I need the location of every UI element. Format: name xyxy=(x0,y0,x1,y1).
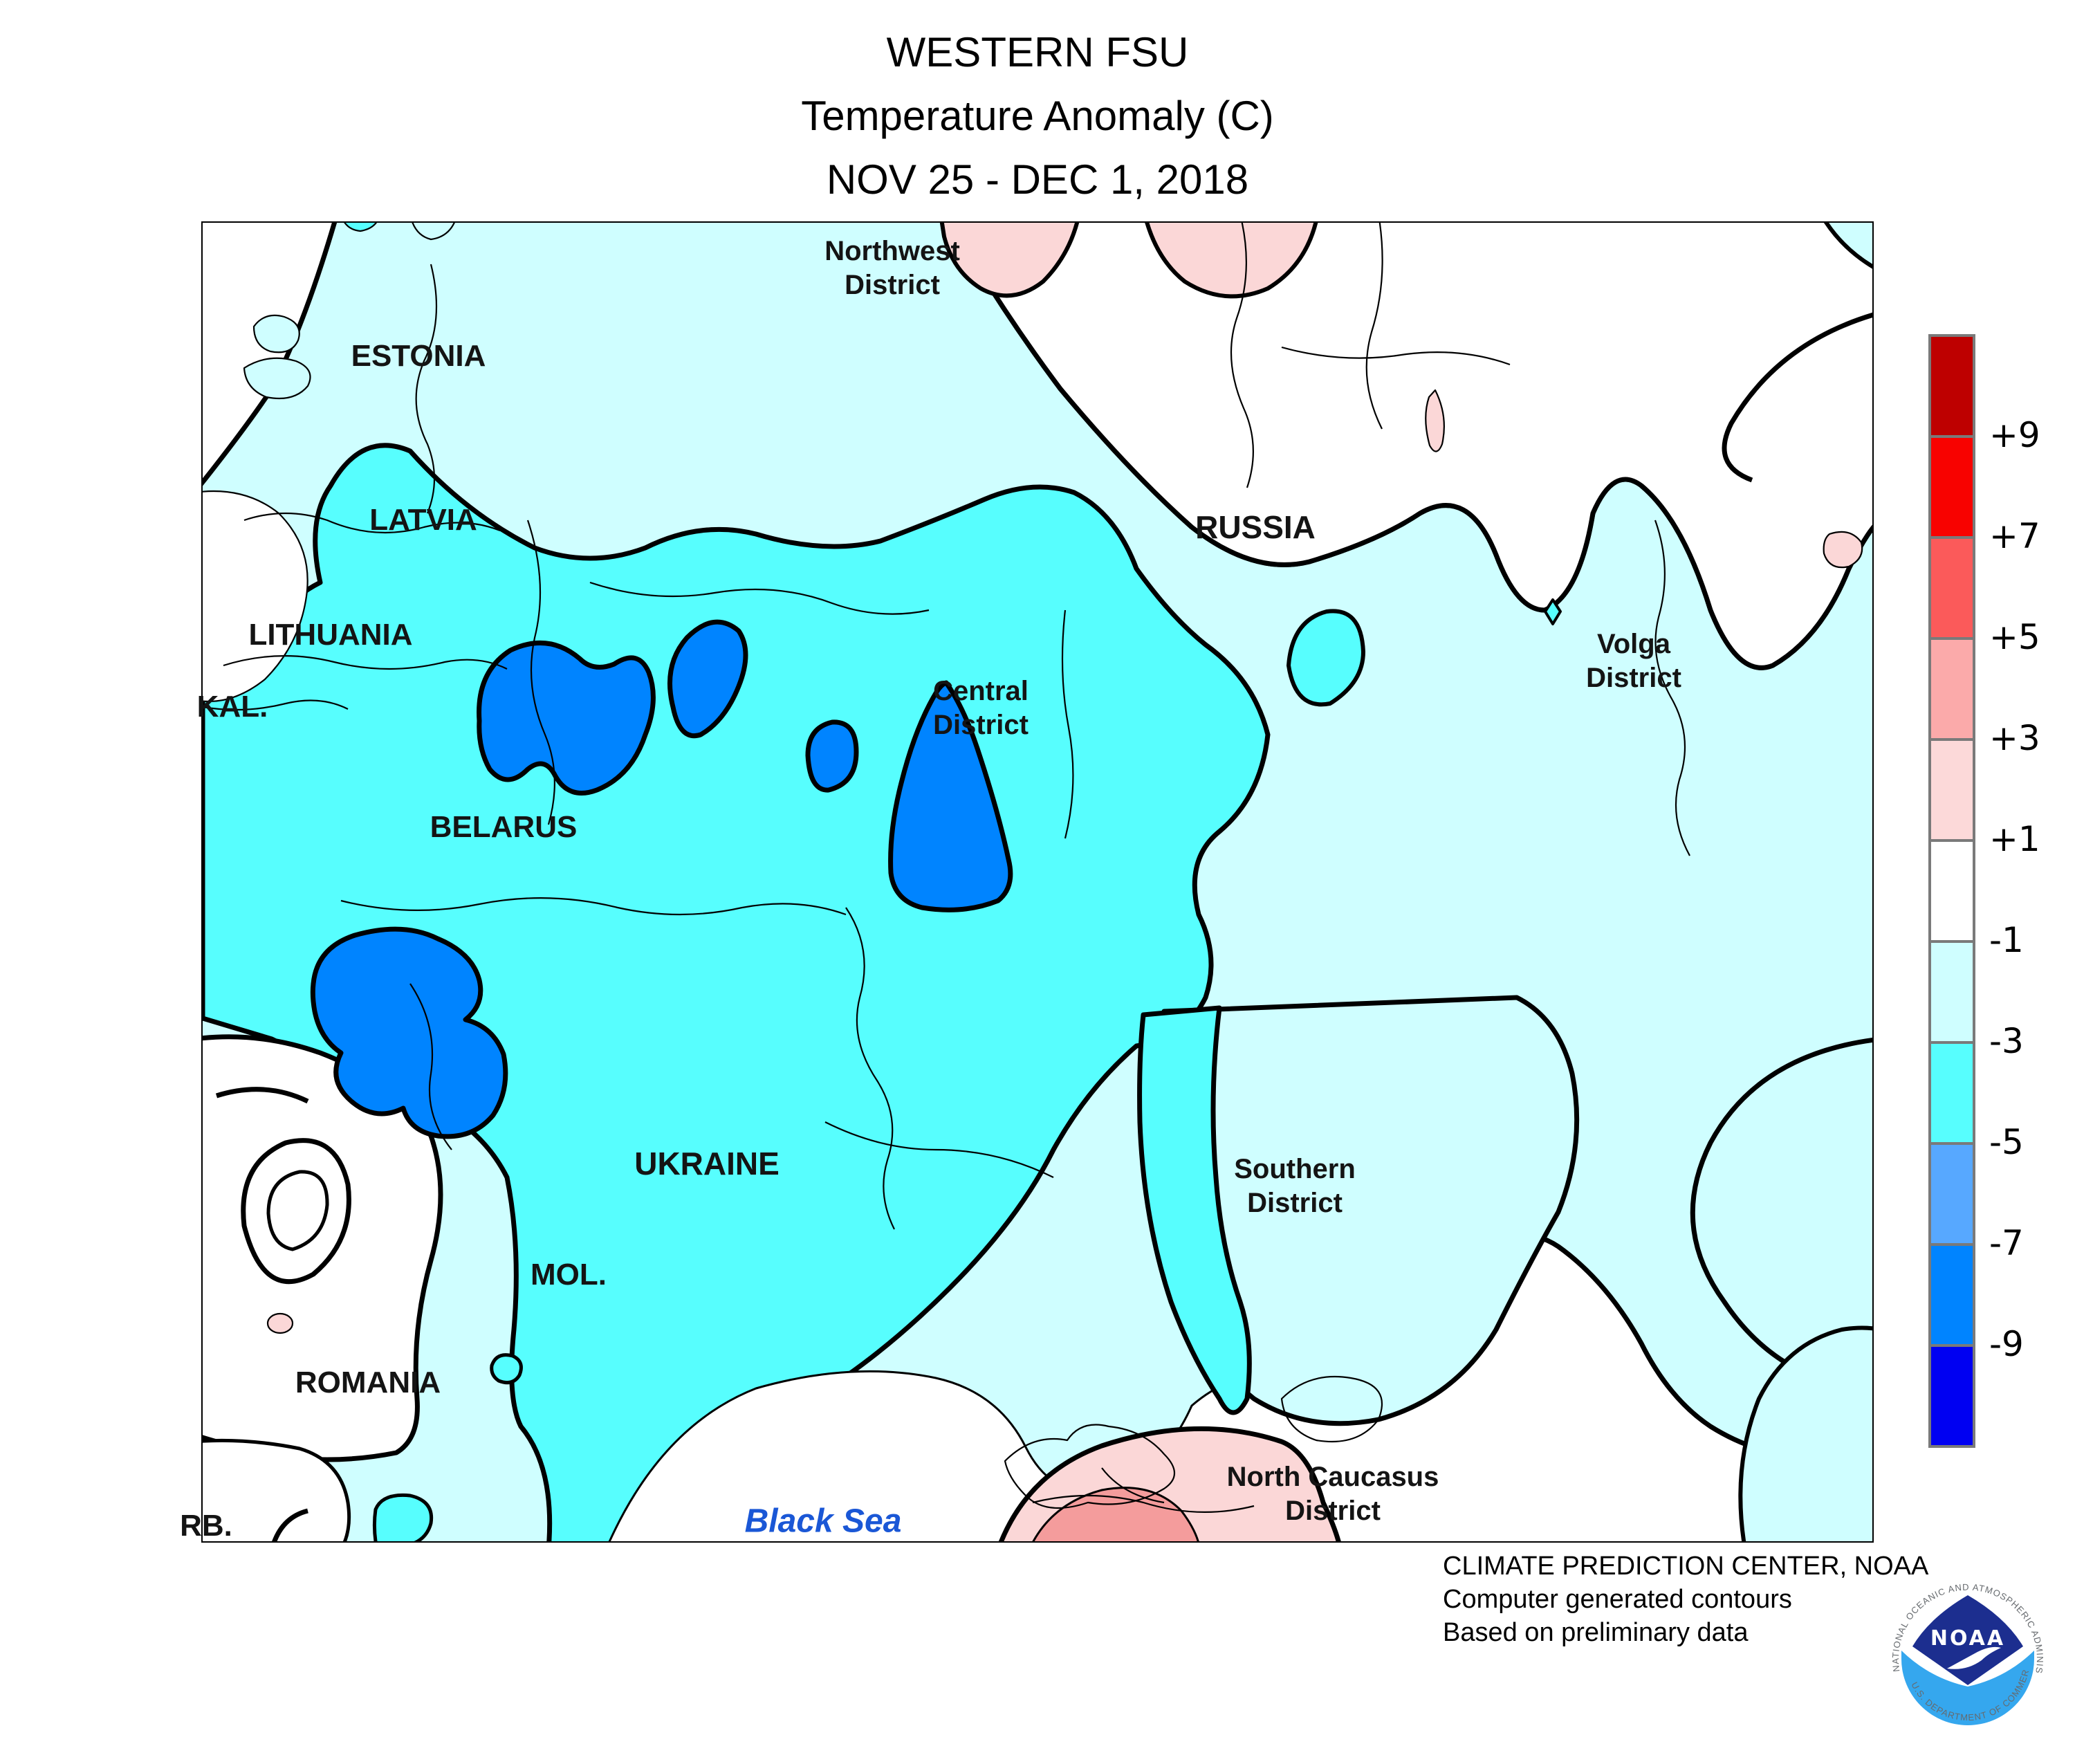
cold-core-small xyxy=(805,719,859,793)
map-label-northwest: Northwest District xyxy=(824,236,960,300)
noaa-logo: NOAA NATIONAL OCEANIC AND ATMOSPHERIC AD… xyxy=(1885,1576,2049,1740)
map-label-lithuania: LITHUANIA xyxy=(248,618,413,652)
credit-line-3: Based on preliminary data xyxy=(1443,1618,1749,1647)
region-cyan-diamond xyxy=(1544,598,1562,625)
colorbar-tick-+1: +1 xyxy=(1989,819,2040,859)
map-label-black-sea: Black Sea xyxy=(744,1503,902,1540)
map-label-volga: Volga District xyxy=(1586,629,1681,693)
map-label-ukraine: UKRAINE xyxy=(634,1145,780,1182)
colorbar-tick--1: -1 xyxy=(1989,920,2024,960)
colorbar-tick-+7: +7 xyxy=(1989,516,2040,556)
map-label-kal: KAL. xyxy=(196,690,268,724)
colorbar-cell-3 xyxy=(1928,637,1975,741)
island-hiiumaa xyxy=(252,314,300,353)
contour-southwest-arc xyxy=(272,1508,308,1541)
logo-globe-navy xyxy=(1912,1595,2023,1685)
logo-gull xyxy=(1947,1646,2001,1669)
colorbar-tick--3: -3 xyxy=(1989,1021,2024,1061)
region-white-northeast xyxy=(948,223,1872,670)
colorbar-cell-0 xyxy=(1928,334,1975,438)
region-pink-speck-romania xyxy=(266,1312,294,1334)
map-label-rb: RB. xyxy=(180,1509,232,1543)
region-pink-sliver xyxy=(1425,389,1445,452)
colorbar-cell-5 xyxy=(1928,839,1975,943)
region-gulf-of-riga xyxy=(203,490,308,703)
region-corner-southeast xyxy=(1738,1325,1872,1541)
title-line-region: WESTERN FSU xyxy=(886,29,1189,75)
credit-text: CLIMATE PREDICTION CENTER, NOAA Computer… xyxy=(1443,1550,1928,1649)
colorbar-cell-4 xyxy=(1928,738,1975,842)
title-line-dates: NOV 25 - DEC 1, 2018 xyxy=(826,156,1249,203)
anomaly-map xyxy=(203,223,1872,1541)
region-cyan-patch-southwest xyxy=(372,1493,434,1541)
contour-arc-northeast xyxy=(1722,312,1872,483)
logo-wave-sky xyxy=(1901,1651,2034,1725)
logo-wordmark: NOAA xyxy=(1930,1626,2005,1651)
contour-carpathian-ring-inner xyxy=(266,1170,329,1251)
region-pink-top-west xyxy=(939,223,1080,298)
cold-core-belarus xyxy=(477,641,656,796)
map-label-estonia: ESTONIA xyxy=(351,339,486,374)
region-white-southwest xyxy=(203,1438,351,1541)
contour-carpathian-arc xyxy=(215,1087,309,1104)
region-corner-sliver xyxy=(1823,223,1872,269)
island-gulf-finland-1 xyxy=(344,223,378,232)
contour-carpathian-ring xyxy=(241,1138,351,1285)
colorbar-tick-+5: +5 xyxy=(1989,617,2040,657)
title-line-variable: Temperature Anomaly (C) xyxy=(801,93,1274,139)
region-cyan-main xyxy=(203,443,1271,1541)
colorbar-cell-7 xyxy=(1928,1041,1975,1145)
map-label-southern: Southern District xyxy=(1234,1154,1356,1218)
cold-core-smolensk xyxy=(667,619,748,738)
map-label-romania: ROMANIA xyxy=(295,1366,441,1400)
colorbar-legend: +9 +7 +5 +3 +1 -1 -3 -5 -7 -9 xyxy=(1928,334,2075,1469)
colorbar-cell-1 xyxy=(1928,435,1975,539)
region-pink-dot-east xyxy=(1823,531,1863,569)
colorbar-cell-10 xyxy=(1928,1344,1975,1448)
colorbar-tick--7: -7 xyxy=(1989,1223,2024,1263)
map-label-mol: MOL. xyxy=(531,1258,607,1292)
island-saaremaa xyxy=(243,357,311,400)
map-label-central: Central District xyxy=(933,676,1029,740)
colorbar-cell-8 xyxy=(1928,1142,1975,1246)
credit-line-2: Computer generated contours xyxy=(1443,1585,1792,1614)
political-boundaries xyxy=(203,223,1690,1513)
credit-line-1: CLIMATE PREDICTION CENTER, NOAA xyxy=(1443,1552,1929,1581)
island-gulf-finland-2 xyxy=(412,223,455,241)
cold-core-central xyxy=(888,680,1013,912)
colorbar-cell-9 xyxy=(1928,1243,1975,1347)
region-cyan-speck-romania xyxy=(490,1353,523,1385)
map-title: WESTERN FSU Temperature Anomaly (C) NOV … xyxy=(203,21,1872,212)
region-cyan-island xyxy=(1286,609,1365,707)
colorbar-tick--9: -9 xyxy=(1989,1324,2024,1364)
map-label-belarus: BELARUS xyxy=(430,810,578,845)
region-pink-top-east xyxy=(1145,223,1318,299)
map-label-north-caucasus: North Caucasus District xyxy=(1226,1462,1439,1526)
region-southern-cyan-tongue xyxy=(1137,1005,1252,1415)
map-label-latvia: LATVIA xyxy=(369,503,477,538)
cold-core-moldova xyxy=(310,926,508,1139)
colorbar-tick-+9: +9 xyxy=(1989,415,2040,455)
colorbar-tick-+3: +3 xyxy=(1989,718,2040,758)
colorbar-cell-2 xyxy=(1928,536,1975,640)
colorbar-tick--5: -5 xyxy=(1989,1122,2024,1162)
map-label-russia: RUSSIA xyxy=(1195,508,1316,545)
colorbar-cell-6 xyxy=(1928,940,1975,1044)
map-frame xyxy=(201,221,1874,1543)
